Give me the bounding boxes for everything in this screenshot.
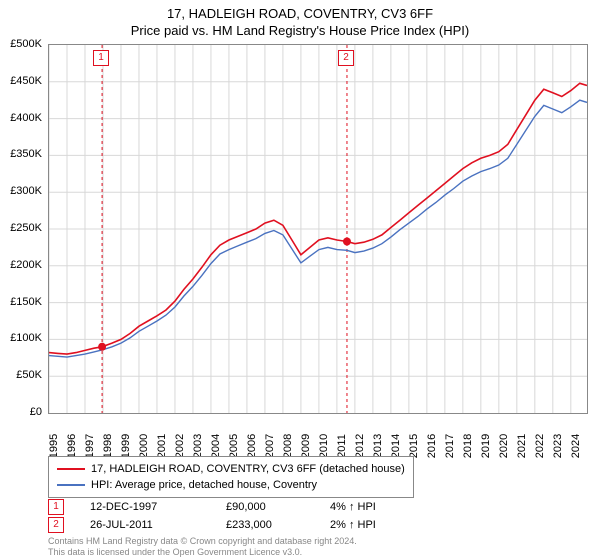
x-axis-labels: 1995 1996 1997 1998 1999 2000 2001 2002 2003 2004… [48, 416, 588, 456]
x-tick-label: 2015 [408, 434, 420, 458]
chart-container: 17, HADLEIGH ROAD, COVENTRY, CV3 6FF Pri… [0, 0, 600, 560]
x-tick-label: 1997 [84, 434, 96, 458]
y-tick-label: £450K [10, 75, 42, 87]
legend-swatch-icon [57, 468, 85, 470]
x-tick-label: 2013 [372, 434, 384, 458]
legend-item: HPI: Average price, detached house, Cove… [57, 477, 405, 493]
chart-marker-1-icon: 1 [93, 50, 109, 66]
x-tick-label: 1998 [102, 434, 114, 458]
x-tick-label: 2011 [336, 434, 348, 458]
x-tick-label: 2017 [444, 434, 456, 458]
marker-row: 1 12-DEC-1997 £90,000 4% ↑ HPI [48, 498, 410, 516]
x-tick-label: 1996 [66, 434, 78, 458]
y-tick-label: £350K [10, 148, 42, 160]
marker-row: 2 26-JUL-2011 £233,000 2% ↑ HPI [48, 516, 410, 534]
footer-attribution: Contains HM Land Registry data © Crown c… [48, 536, 357, 558]
x-tick-label: 2005 [228, 434, 240, 458]
marker-date: 12-DEC-1997 [90, 501, 200, 513]
x-tick-label: 1995 [48, 434, 60, 458]
title-block: 17, HADLEIGH ROAD, COVENTRY, CV3 6FF Pri… [0, 0, 600, 38]
x-tick-label: 1999 [120, 434, 132, 458]
legend-label: HPI: Average price, detached house, Cove… [91, 477, 317, 493]
x-tick-label: 2001 [156, 434, 168, 458]
x-tick-label: 2024 [570, 434, 582, 458]
marker-price: £233,000 [226, 519, 304, 531]
x-tick-label: 2009 [300, 434, 312, 458]
x-tick-label: 2003 [192, 434, 204, 458]
x-tick-label: 2007 [264, 434, 276, 458]
y-tick-label: £50K [16, 369, 42, 381]
x-tick-label: 2016 [426, 434, 438, 458]
marker-number-icon: 1 [48, 499, 64, 515]
marker-pct: 2% ↑ HPI [330, 519, 410, 531]
x-tick-label: 2000 [138, 434, 150, 458]
y-tick-label: £100K [10, 332, 42, 344]
chart-subtitle: Price paid vs. HM Land Registry's House … [0, 23, 600, 38]
y-tick-label: £250K [10, 222, 42, 234]
marker-date: 26-JUL-2011 [90, 519, 200, 531]
chart-marker-2-icon: 2 [338, 50, 354, 66]
legend-swatch-icon [57, 484, 85, 486]
x-tick-label: 2014 [390, 434, 402, 458]
legend-item: 17, HADLEIGH ROAD, COVENTRY, CV3 6FF (de… [57, 461, 405, 477]
x-tick-label: 2004 [210, 434, 222, 458]
x-tick-label: 2006 [246, 434, 258, 458]
chart-svg [49, 45, 587, 413]
y-tick-label: £500K [10, 38, 42, 50]
footer-line-2: This data is licensed under the Open Gov… [48, 547, 357, 558]
x-tick-label: 2020 [498, 434, 510, 458]
y-axis-labels: £0£50K£100K£150K£200K£250K£300K£350K£400… [0, 44, 46, 414]
y-tick-label: £200K [10, 259, 42, 271]
marker-pct: 4% ↑ HPI [330, 501, 410, 513]
chart-title: 17, HADLEIGH ROAD, COVENTRY, CV3 6FF [0, 6, 600, 21]
footer-line-1: Contains HM Land Registry data © Crown c… [48, 536, 357, 547]
marker-number-icon: 2 [48, 517, 64, 533]
legend: 17, HADLEIGH ROAD, COVENTRY, CV3 6FF (de… [48, 456, 414, 498]
y-tick-label: £400K [10, 112, 42, 124]
x-tick-label: 2010 [318, 434, 330, 458]
y-tick-label: £0 [30, 406, 42, 418]
x-tick-label: 2023 [552, 434, 564, 458]
markers-table: 1 12-DEC-1997 £90,000 4% ↑ HPI 2 26-JUL-2011 £… [48, 498, 410, 534]
x-tick-label: 2018 [462, 434, 474, 458]
y-tick-label: £150K [10, 296, 42, 308]
marker-price: £90,000 [226, 501, 304, 513]
plot-area [48, 44, 588, 414]
x-tick-label: 2012 [354, 434, 366, 458]
x-tick-label: 2008 [282, 434, 294, 458]
x-tick-label: 2021 [516, 434, 528, 458]
x-tick-label: 2019 [480, 434, 492, 458]
x-tick-label: 2022 [534, 434, 546, 458]
x-tick-label: 2002 [174, 434, 186, 458]
legend-label: 17, HADLEIGH ROAD, COVENTRY, CV3 6FF (de… [91, 461, 405, 477]
y-tick-label: £300K [10, 185, 42, 197]
